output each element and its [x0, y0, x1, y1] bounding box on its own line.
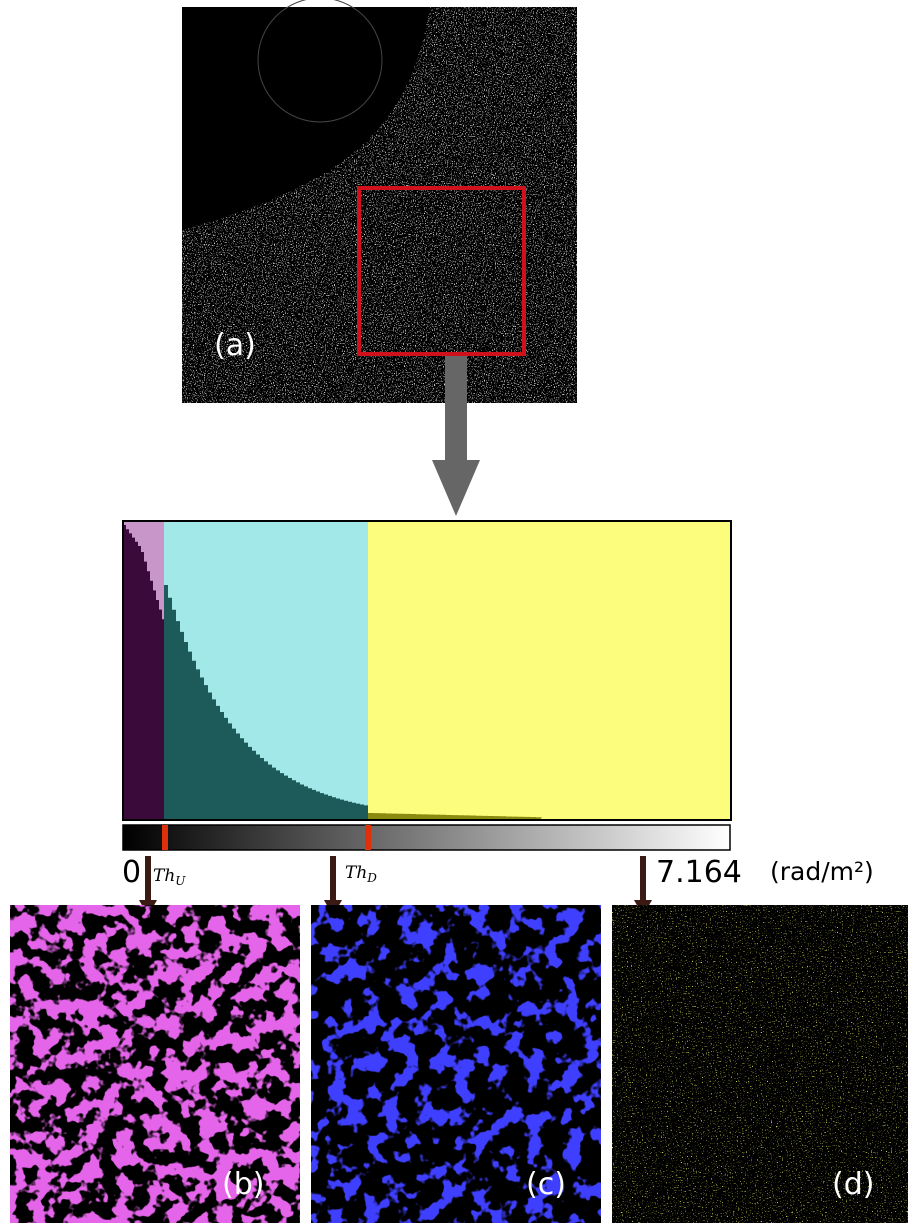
- threshold-marker: [365, 825, 371, 850]
- arrow: [432, 356, 480, 516]
- threshold-label: ThU: [153, 866, 186, 888]
- gradient: [122, 824, 731, 851]
- arrow-shaft: [640, 856, 646, 902]
- bars-mid: [164, 585, 368, 820]
- th-sub: U: [175, 874, 186, 888]
- texture: [311, 905, 601, 1223]
- label: (c): [526, 1167, 566, 1202]
- panel-d: (d): [612, 905, 908, 1223]
- dark-region: [182, 7, 430, 230]
- texture: [10, 905, 300, 1223]
- region-d: [368, 521, 731, 820]
- arrow-shaft: [330, 856, 336, 902]
- th-sub: D: [366, 871, 377, 885]
- threshold-marker: [162, 825, 168, 850]
- roi-box: [357, 186, 526, 356]
- panel-a: (a): [182, 0, 577, 403]
- th-base: Th: [153, 866, 175, 886]
- bars-u: [123, 525, 165, 820]
- arrow-head: [432, 460, 480, 516]
- frame: [122, 520, 732, 821]
- arrow-shaft: [445, 356, 467, 462]
- colorbar: 0 ThU ThD 7.164 (rad/m²): [122, 824, 874, 890]
- scale-unit: (rad/m²): [770, 857, 874, 886]
- scale-max: 7.164: [656, 855, 742, 890]
- panel-b: (b): [10, 905, 300, 1223]
- histogram: [122, 520, 732, 821]
- bars-d: [368, 813, 542, 820]
- texture: [612, 905, 908, 1223]
- label: (a): [214, 328, 256, 363]
- panel-c: (c): [311, 905, 601, 1223]
- arrow-shaft: [145, 856, 151, 902]
- threshold-label: ThD: [345, 863, 377, 885]
- label: (b): [222, 1167, 264, 1202]
- label: (d): [832, 1167, 874, 1202]
- scale-min: 0: [122, 855, 141, 890]
- circle: [257, 0, 383, 123]
- th-base: Th: [345, 863, 367, 883]
